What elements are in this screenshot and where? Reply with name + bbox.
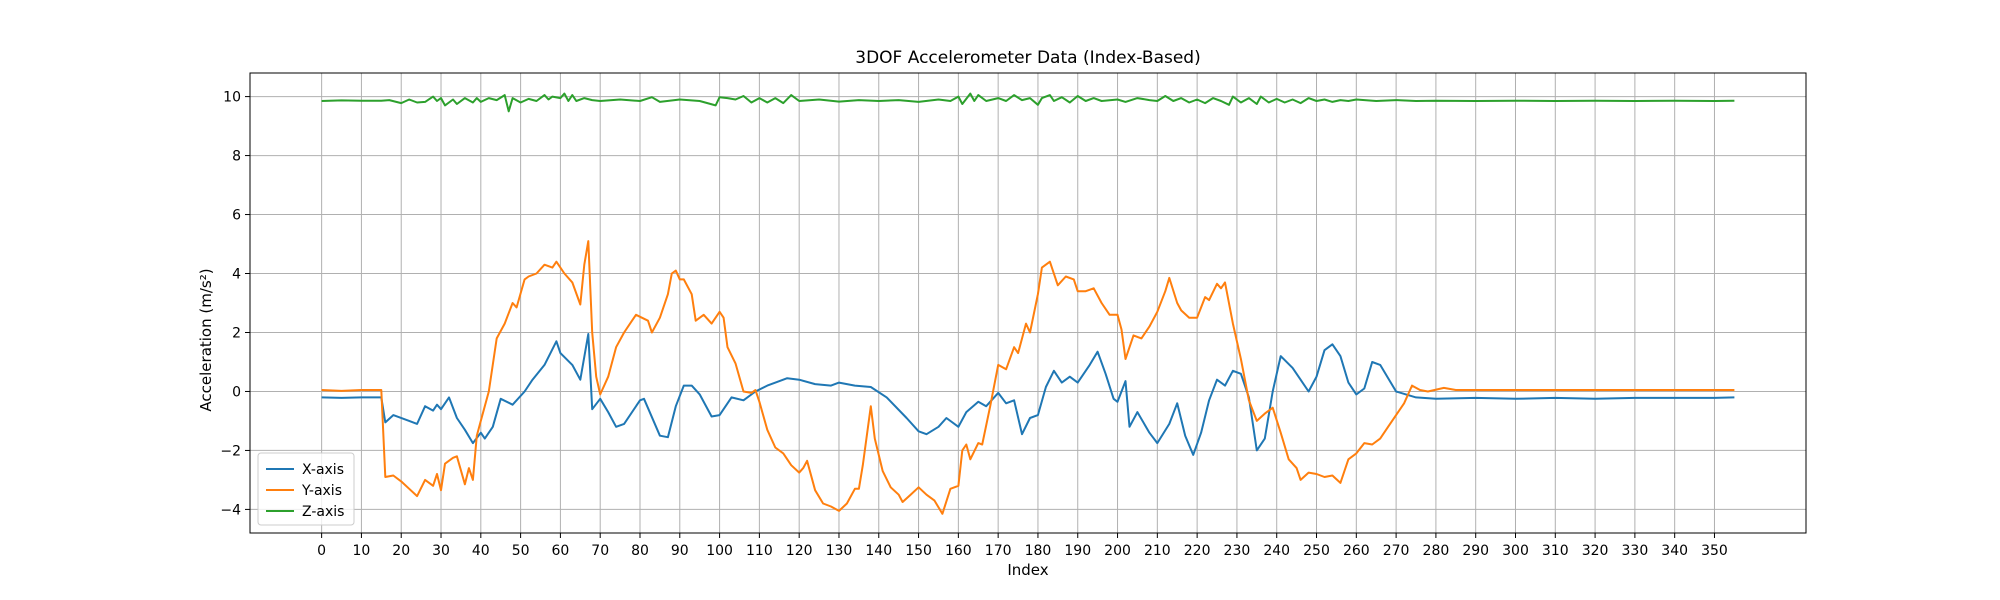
series-lines (321, 92, 1735, 515)
x-tick-label: 350 (1701, 543, 1728, 559)
x-tick-label: 110 (746, 543, 773, 559)
legend-label: X-axis (302, 462, 344, 478)
plot-frame (249, 72, 1807, 534)
axis-ticks: 0 10 20 30 40 50 60 70 80 90 100 110 120 130 140 150 160… (220, 90, 1727, 559)
x-tick-label: 80 (631, 543, 649, 559)
legend: X-axis Y-axis Z-axis (257, 452, 355, 526)
x-tick-label: 290 (1462, 543, 1489, 559)
x-tick-label: 180 (1025, 543, 1052, 559)
x-tick-label: 230 (1224, 543, 1251, 559)
x-tick-label: 150 (905, 543, 932, 559)
legend-label: Y-axis (301, 483, 342, 499)
x-tick-label: 220 (1184, 543, 1211, 559)
grid (250, 73, 1806, 533)
x-tick-label: 60 (551, 543, 569, 559)
x-tick-label: 200 (1104, 543, 1131, 559)
x-tick-label: 30 (432, 543, 450, 559)
y-tick-label: −4 (220, 502, 241, 518)
series-line-y-axis (321, 240, 1735, 515)
x-tick-label: 340 (1661, 543, 1688, 559)
x-tick-label: 240 (1263, 543, 1290, 559)
x-tick-label: 100 (706, 543, 733, 559)
y-tick-label: 10 (223, 90, 241, 106)
x-tick-label: 300 (1502, 543, 1529, 559)
x-tick-label: 120 (786, 543, 813, 559)
x-tick-label: 310 (1542, 543, 1569, 559)
y-axis-label: Acceleration (m/s²) (197, 268, 215, 411)
x-tick-label: 20 (392, 543, 410, 559)
x-tick-label: 40 (472, 543, 490, 559)
x-tick-label: 50 (512, 543, 530, 559)
x-tick-label: 90 (671, 543, 689, 559)
y-tick-label: 6 (232, 208, 241, 224)
x-tick-label: 250 (1303, 543, 1330, 559)
chart-title: 3DOF Accelerometer Data (Index-Based) (855, 48, 1200, 68)
y-tick-label: 8 (232, 149, 241, 165)
x-tick-label: 70 (591, 543, 609, 559)
x-tick-label: 10 (353, 543, 371, 559)
y-tick-label: 4 (232, 267, 241, 283)
legend-label: Z-axis (302, 504, 344, 520)
x-tick-label: 270 (1383, 543, 1410, 559)
x-tick-label: 330 (1622, 543, 1649, 559)
series-line-z-axis (321, 92, 1735, 113)
x-tick-label: 260 (1343, 543, 1370, 559)
y-tick-label: −2 (220, 443, 241, 459)
legend-box (257, 452, 355, 526)
x-tick-label: 170 (985, 543, 1012, 559)
x-axis-label: Index (1007, 561, 1048, 579)
y-tick-label: 0 (232, 384, 241, 400)
series-line-x-axis (321, 333, 1735, 456)
x-tick-label: 130 (826, 543, 853, 559)
x-tick-label: 320 (1582, 543, 1609, 559)
x-tick-label: 210 (1144, 543, 1171, 559)
x-tick-label: 160 (945, 543, 972, 559)
x-tick-label: 140 (865, 543, 892, 559)
x-tick-label: 0 (317, 543, 326, 559)
y-tick-label: 2 (232, 325, 241, 341)
x-tick-label: 280 (1423, 543, 1450, 559)
x-tick-label: 190 (1064, 543, 1091, 559)
